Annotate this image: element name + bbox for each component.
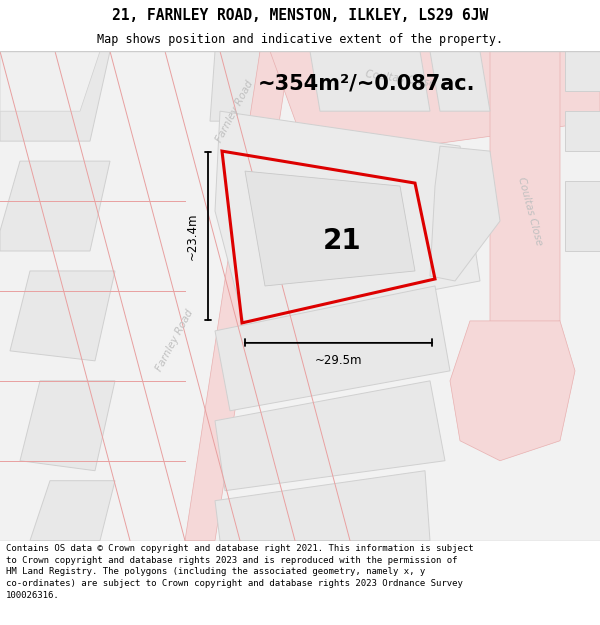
- Text: 21, FARNLEY ROAD, MENSTON, ILKLEY, LS29 6JW: 21, FARNLEY ROAD, MENSTON, ILKLEY, LS29 …: [112, 8, 488, 23]
- Polygon shape: [215, 471, 430, 541]
- Text: Map shows position and indicative extent of the property.: Map shows position and indicative extent…: [97, 34, 503, 46]
- Polygon shape: [565, 51, 600, 91]
- Polygon shape: [30, 481, 115, 541]
- Polygon shape: [565, 111, 600, 151]
- Polygon shape: [210, 51, 260, 121]
- Polygon shape: [0, 161, 110, 251]
- Polygon shape: [215, 286, 450, 411]
- Polygon shape: [565, 181, 600, 251]
- Text: Contains OS data © Crown copyright and database right 2021. This information is : Contains OS data © Crown copyright and d…: [6, 544, 473, 600]
- Polygon shape: [215, 381, 445, 491]
- Polygon shape: [0, 51, 100, 111]
- Polygon shape: [310, 51, 430, 111]
- Text: ~29.5m: ~29.5m: [315, 354, 362, 367]
- Polygon shape: [245, 171, 415, 286]
- Text: ~354m²/~0.087ac.: ~354m²/~0.087ac.: [258, 73, 476, 93]
- Text: Coultas Close: Coultas Close: [516, 176, 544, 246]
- Polygon shape: [430, 51, 490, 111]
- Text: 21: 21: [323, 227, 361, 255]
- Polygon shape: [10, 271, 115, 361]
- Polygon shape: [215, 111, 480, 326]
- Text: Farnley Road: Farnley Road: [155, 308, 196, 374]
- Polygon shape: [0, 51, 110, 141]
- Polygon shape: [270, 51, 600, 161]
- Polygon shape: [490, 51, 560, 341]
- Polygon shape: [20, 381, 115, 471]
- Text: ~23.4m: ~23.4m: [185, 213, 199, 260]
- Polygon shape: [450, 321, 575, 461]
- Polygon shape: [430, 146, 500, 281]
- Text: Farnley Road: Farnley Road: [215, 79, 256, 144]
- Text: Coultas Close: Coultas Close: [364, 69, 436, 89]
- Polygon shape: [185, 51, 290, 541]
